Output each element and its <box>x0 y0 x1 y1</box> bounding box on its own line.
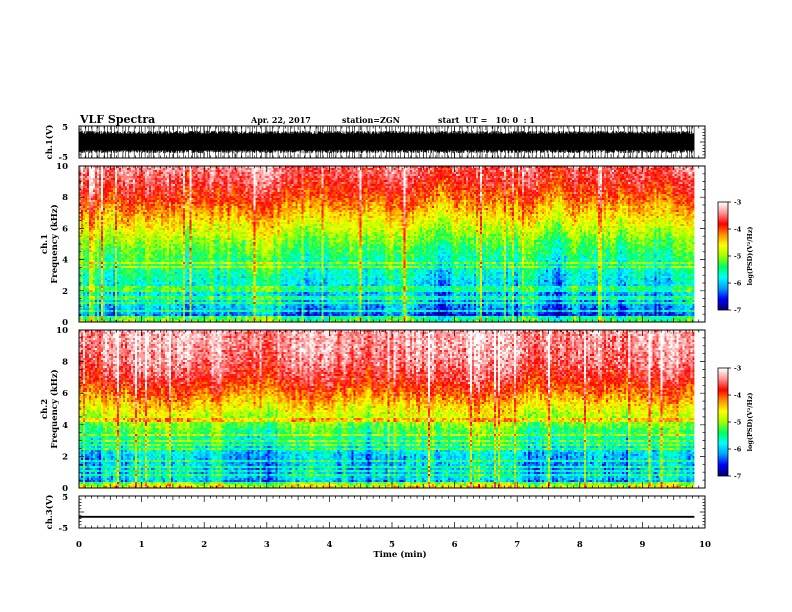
ch2-spectrogram-ylabel-frequency: Frequency (kHz) <box>49 369 60 448</box>
header-start-ut: start UT = 10: 0 : 1 <box>438 115 535 125</box>
ch2-colorbar-gradient <box>718 368 728 476</box>
header-station: station=ZGN <box>342 115 400 125</box>
ch3-ytick-bottom: -5 <box>59 524 69 534</box>
header-date: Apr. 22, 2017 <box>250 115 311 125</box>
frequency-tick-label: 6 <box>62 389 68 399</box>
time-tick-label: 1 <box>139 540 145 550</box>
frequency-tick-label: 4 <box>62 421 68 431</box>
time-tick-label: 0 <box>76 540 82 550</box>
time-tick-label: 3 <box>264 540 270 550</box>
ch1-ytick-bottom: -5 <box>59 153 69 163</box>
ch1-ytick-top: 5 <box>62 123 68 133</box>
ch2-colorbar: -3 -4 -5 -6 -7 log(PSD)(V²/Hz) <box>717 365 754 481</box>
ch1-colorbar-gradient <box>718 202 728 310</box>
ch3-ytick-top: 5 <box>62 493 68 503</box>
frequency-tick-label: 6 <box>62 224 68 234</box>
time-tick-label: 5 <box>389 540 395 550</box>
colorbar-tick-label: -3 <box>734 365 742 373</box>
time-tick-label: 4 <box>326 540 332 550</box>
time-tick-label: 6 <box>452 540 458 550</box>
colorbar-tick-label: -5 <box>734 419 742 427</box>
frequency-tick-label: 2 <box>62 452 68 462</box>
frequency-tick-label: 8 <box>62 193 68 203</box>
frequency-tick-label: 0 <box>62 318 68 328</box>
colorbar-tick-label: -3 <box>734 199 742 207</box>
time-tick-label: 10 <box>699 540 711 550</box>
time-tick-label: 7 <box>514 540 520 550</box>
ch1-colorbar-label: log(PSD)(V²/Hz) <box>746 227 754 286</box>
frequency-tick-label: 2 <box>62 287 68 297</box>
ch1-spectrogram-image <box>79 166 695 322</box>
ch3-waveform-panel: 5 -5 ch.3(V) <box>44 493 706 534</box>
figure-title: VLF Spectra <box>79 113 155 126</box>
ch1-spectrogram-panel: 10 8 6 4 2 0 ch.1 Frequency (kHz) <box>40 162 706 328</box>
frequency-tick-label: 0 <box>62 484 68 494</box>
time-tick-label: 8 <box>577 540 583 550</box>
ch1-waveform-panel: 5 -5 ch.1(V) <box>44 123 706 163</box>
frequency-tick-label: 8 <box>62 358 68 368</box>
colorbar-tick-label: -7 <box>734 473 741 481</box>
ch3-waveform-ylabel: ch.3(V) <box>44 495 55 530</box>
colorbar-tick-label: -4 <box>734 392 742 400</box>
colorbar-tick-label: -6 <box>734 446 742 454</box>
axis-ticks <box>78 125 706 529</box>
frequency-tick-label: 10 <box>56 326 68 336</box>
ch2-colorbar-label: log(PSD)(V²/Hz) <box>746 393 754 452</box>
ch2-spectrogram-panel: 10 8 6 4 2 0 ch.2 Frequency (kHz) <box>40 326 706 494</box>
ch1-spectrogram-ylabel-channel: ch.1 <box>40 234 50 254</box>
ch1-spectrogram-ylabel-frequency: Frequency (kHz) <box>49 204 60 283</box>
ch1-waveform-path <box>79 130 695 154</box>
frequency-tick-label: 10 <box>56 162 68 172</box>
frequency-tick-label: 4 <box>62 256 68 266</box>
ch2-spectrogram-ylabel-channel: ch.2 <box>40 399 50 419</box>
tick-marks <box>78 125 706 529</box>
ch2-spectrogram-image <box>79 330 695 488</box>
colorbar-tick-label: -5 <box>734 253 742 261</box>
ch1-colorbar: -3 -4 -5 -6 -7 log(PSD)(V²/Hz) <box>717 199 754 315</box>
time-tick-label: 9 <box>639 540 645 550</box>
x-axis-label: Time (min) <box>373 549 426 560</box>
ch1-waveform-ylabel: ch.1(V) <box>44 125 55 160</box>
time-tick-label: 2 <box>201 540 207 550</box>
colorbar-tick-label: -4 <box>734 226 742 234</box>
colorbar-tick-label: -7 <box>734 307 741 315</box>
colorbar-tick-label: -6 <box>734 280 742 288</box>
